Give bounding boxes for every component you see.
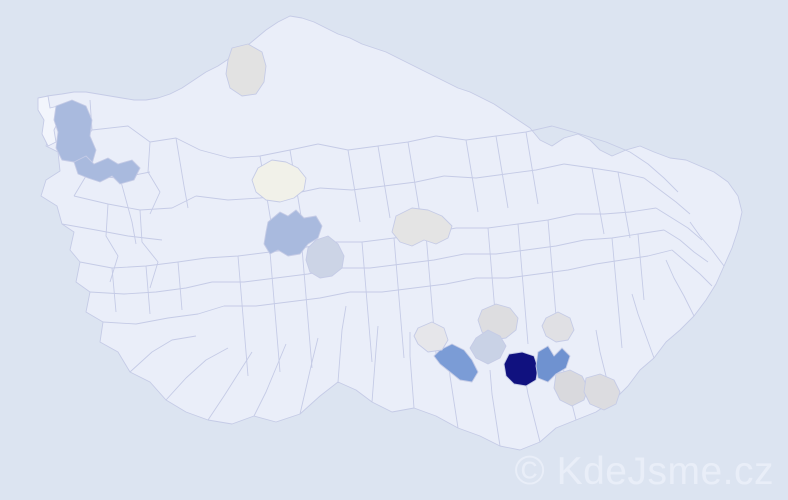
district-sokolov[interactable] (73, 155, 141, 185)
district-blansko-pale[interactable] (413, 321, 449, 353)
district-pardubice[interactable] (391, 207, 453, 247)
district-kladno[interactable] (263, 209, 323, 257)
copyright-icon: © (514, 447, 546, 494)
district-hodonin[interactable] (535, 345, 571, 383)
district-as[interactable] (37, 95, 61, 147)
district-north-grey[interactable] (225, 43, 267, 97)
district-vyskov[interactable] (469, 329, 507, 365)
watermark-text: KdeJsme.cz (556, 450, 774, 494)
map-base-landmass (40, 15, 743, 451)
district-zlin[interactable] (583, 373, 621, 411)
watermark: © KdeJsme.cz (515, 448, 774, 494)
district-uherske-hradiste[interactable] (553, 369, 589, 407)
district-rakovnik[interactable] (251, 159, 307, 203)
district-se-grey[interactable] (541, 311, 575, 343)
district-znojmo[interactable] (433, 343, 479, 383)
district-praha-zapad[interactable] (305, 235, 345, 279)
highlighted-districts[interactable] (37, 43, 621, 411)
district-breclav[interactable] (503, 351, 539, 387)
country-outline (40, 15, 743, 451)
